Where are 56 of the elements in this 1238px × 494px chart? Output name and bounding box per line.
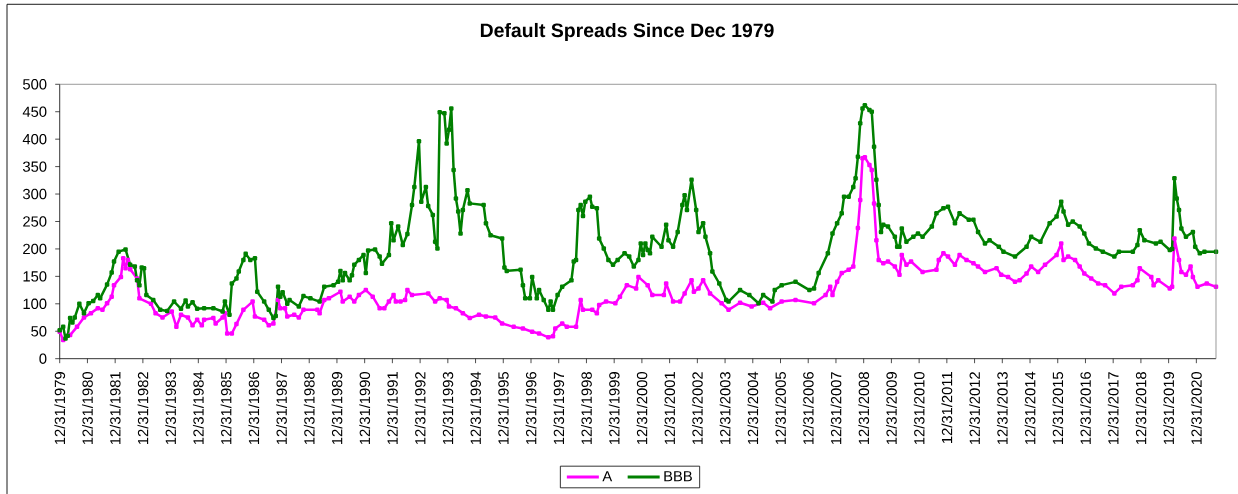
x-tick-label: 12/31/2018 xyxy=(1135,372,1147,445)
x-tick-label: 12/31/2009 xyxy=(885,372,897,445)
y-tick-label: 200 xyxy=(23,243,47,255)
x-tick-label: 12/31/1993 xyxy=(442,372,454,445)
x-tick-label: 12/31/2019 xyxy=(1163,372,1175,445)
y-tick-label: 100 xyxy=(23,298,47,310)
x-tick-label: 12/31/2010 xyxy=(913,371,925,445)
x-tick-label: 12/31/2003 xyxy=(719,372,731,445)
x-tick-label: 12/31/1985 xyxy=(220,372,232,445)
chart-title: Default Spreads Since Dec 1979 xyxy=(480,22,774,42)
x-tick-label: 12/31/2020 xyxy=(1190,371,1202,445)
x-tick-label: 12/31/2017 xyxy=(1107,372,1119,445)
x-tick-label: 12/31/2001 xyxy=(664,372,676,445)
x-tick-label: 12/31/2012 xyxy=(969,372,980,445)
y-tick-label: 250 xyxy=(23,216,47,227)
x-tick-label: 12/31/2005 xyxy=(775,372,786,445)
x-tick-label: 12/31/1991 xyxy=(386,372,398,445)
x-tick-label: 12/31/1986 xyxy=(248,372,260,445)
x-tick-label: 12/31/1994 xyxy=(470,371,481,445)
y-tick-label: 300 xyxy=(22,188,47,200)
x-tick-label: 12/31/1995 xyxy=(497,372,509,445)
y-tick-label: 150 xyxy=(23,271,47,282)
y-tick-label: 400 xyxy=(22,133,47,145)
y-tick-label: 0 xyxy=(39,353,47,364)
x-tick-label: 12/31/1992 xyxy=(414,372,426,445)
legend-label: BBB xyxy=(664,471,692,482)
x-tick-label: 12/31/2016 xyxy=(1080,372,1091,445)
x-tick-label: 12/31/2014 xyxy=(1024,371,1036,445)
legend-label: A xyxy=(602,471,613,482)
x-tick-label: 12/31/1988 xyxy=(303,372,315,445)
x-tick-label: 12/31/1990 xyxy=(359,371,371,445)
x-tick-label: 12/31/1998 xyxy=(581,372,592,445)
x-tick-label: 12/31/2008 xyxy=(858,372,870,445)
x-tick-label: 12/31/1989 xyxy=(331,372,343,445)
x-tick-label: 12/31/2002 xyxy=(691,372,703,445)
x-tick-label: 12/31/1982 xyxy=(137,372,149,445)
x-tick-label: 12/31/1997 xyxy=(553,372,565,445)
x-tick-label: 12/31/2004 xyxy=(747,371,759,445)
x-tick-label: 12/31/1999 xyxy=(608,372,620,445)
y-tick-label: 450 xyxy=(22,106,47,117)
y-tick-label: 350 xyxy=(22,161,47,172)
x-tick-label: 12/31/1983 xyxy=(165,372,177,445)
x-tick-label: 12/31/1987 xyxy=(276,372,287,445)
y-tick-label: 50 xyxy=(31,326,47,337)
x-tick-label: 12/31/1980 xyxy=(82,371,93,445)
x-tick-label: 12/31/2011 xyxy=(941,372,953,443)
x-tick-label: 12/31/1984 xyxy=(192,371,204,445)
x-tick-label: 12/31/2000 xyxy=(636,371,648,445)
x-tick-label: 12/31/2015 xyxy=(1052,372,1064,445)
y-tick-label: 500 xyxy=(23,79,47,90)
x-tick-label: 12/31/2006 xyxy=(802,372,814,445)
x-tick-label: 12/31/2007 xyxy=(830,372,842,445)
x-tick-label: 12/31/1981 xyxy=(109,372,121,445)
x-tick-label: 12/31/1996 xyxy=(525,372,537,445)
x-tick-label: 12/31/1979 xyxy=(54,372,66,445)
x-tick-label: 12/31/2013 xyxy=(996,372,1008,445)
